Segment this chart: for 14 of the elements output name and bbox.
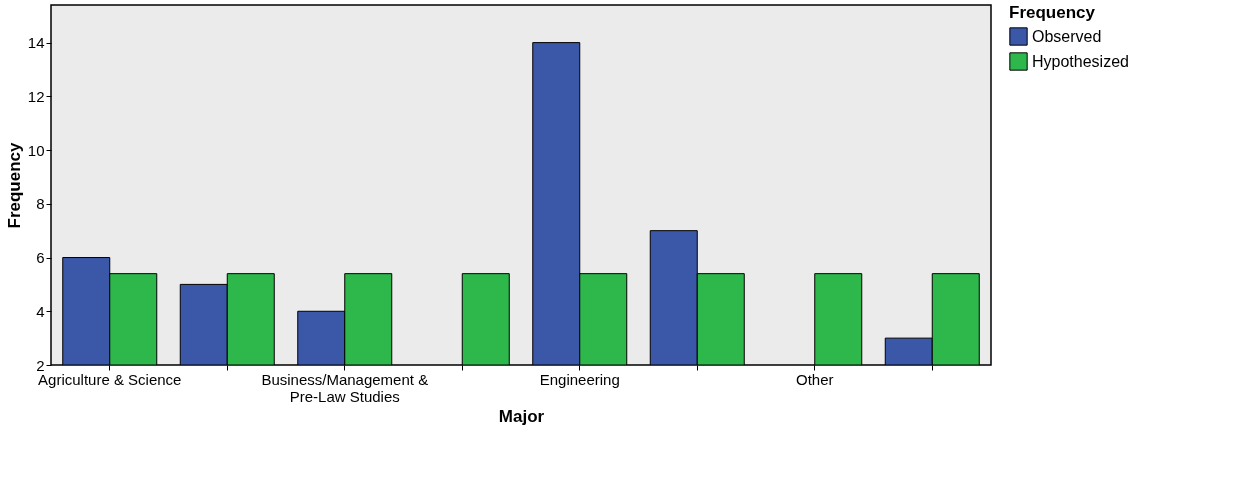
- x-tick-label: Other: [795, 370, 834, 388]
- y-tick-label: 10: [27, 141, 45, 159]
- x-tick-label: Engineering: [539, 370, 620, 388]
- x-tick-label: Business/Management & Pre-Law Studies: [261, 370, 429, 405]
- y-tick-label: 12: [27, 87, 45, 105]
- legend-title: Frequency: [1009, 3, 1096, 22]
- y-tick-label: 14: [27, 34, 45, 52]
- x-axis-title: Major: [498, 406, 545, 426]
- y-tick-label: 4: [36, 302, 45, 320]
- y-axis-title: Frequency: [4, 141, 24, 229]
- legend-label: Hypothesized: [1032, 52, 1129, 70]
- y-tick-label: 8: [36, 195, 45, 213]
- legend-label: Observed: [1032, 27, 1102, 45]
- y-tick-label: 6: [36, 249, 45, 267]
